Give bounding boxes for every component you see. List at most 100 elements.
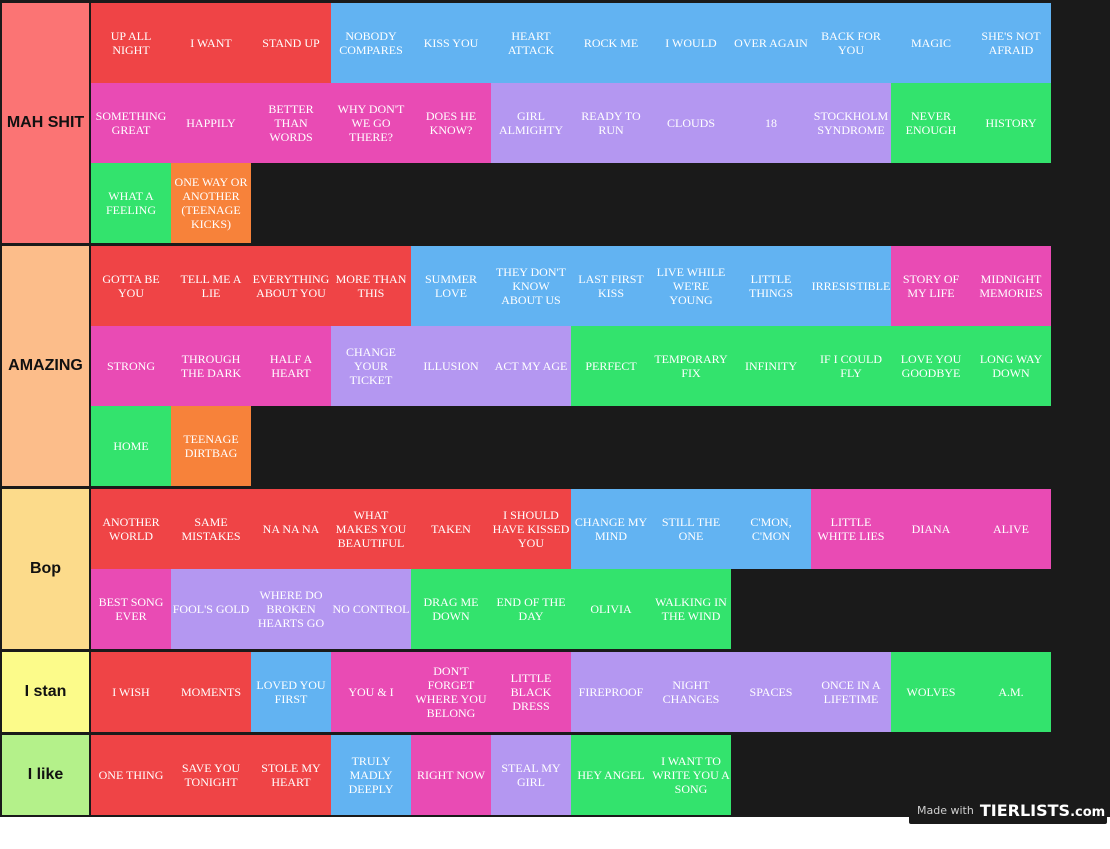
song-tile[interactable]: I WISH	[91, 652, 171, 732]
song-tile[interactable]: BETTER THAN WORDS	[251, 83, 331, 163]
song-tile[interactable]: PERFECT	[571, 326, 651, 406]
song-tile[interactable]: I WOULD	[651, 3, 731, 83]
song-tile[interactable]: KISS YOU	[411, 3, 491, 83]
song-tile[interactable]: LIVE WHILE WE'RE YOUNG	[651, 246, 731, 326]
tier-label[interactable]: Bop	[2, 489, 89, 649]
song-tile[interactable]: ALIVE	[971, 489, 1051, 569]
song-tile[interactable]: ONE THING	[91, 735, 171, 815]
song-tile[interactable]: CLOUDS	[651, 83, 731, 163]
watermark-made-with: Made with	[917, 803, 974, 817]
song-tile[interactable]: LAST FIRST KISS	[571, 246, 651, 326]
song-tile[interactable]: WHERE DO BROKEN HEARTS GO	[251, 569, 331, 649]
song-tile[interactable]: C'MON, C'MON	[731, 489, 811, 569]
song-tile[interactable]: GIRL ALMIGHTY	[491, 83, 571, 163]
song-tile[interactable]: OLIVIA	[571, 569, 651, 649]
song-tile[interactable]: ACT MY AGE	[491, 326, 571, 406]
song-tile[interactable]: ONCE IN A LIFETIME	[811, 652, 891, 732]
song-tile[interactable]: THEY DON'T KNOW ABOUT US	[491, 246, 571, 326]
tier-label[interactable]: AMAZING	[2, 246, 89, 486]
tier-label[interactable]: I like	[2, 735, 89, 815]
song-tile[interactable]: ILLUSION	[411, 326, 491, 406]
song-tile[interactable]: TEMPORARY FIX	[651, 326, 731, 406]
tier-label[interactable]: MAH SHIT	[2, 3, 89, 243]
song-tile[interactable]: LITTLE WHITE LIES	[811, 489, 891, 569]
song-tile[interactable]: SAME MISTAKES	[171, 489, 251, 569]
song-tile[interactable]: I WANT	[171, 3, 251, 83]
song-tile[interactable]: SPACES	[731, 652, 811, 732]
song-tile[interactable]: OVER AGAIN	[731, 3, 811, 83]
song-tile[interactable]: STILL THE ONE	[651, 489, 731, 569]
song-tile[interactable]: END OF THE DAY	[491, 569, 571, 649]
song-tile[interactable]: TRULY MADLY DEEPLY	[331, 735, 411, 815]
tier-label[interactable]: I stan	[2, 652, 89, 732]
song-tile[interactable]: RIGHT NOW	[411, 735, 491, 815]
song-tile[interactable]: NA NA NA	[251, 489, 331, 569]
song-tile[interactable]: TELL ME A LIE	[171, 246, 251, 326]
song-tile[interactable]: ROCK ME	[571, 3, 651, 83]
song-tile[interactable]: DRAG ME DOWN	[411, 569, 491, 649]
song-tile[interactable]: READY TO RUN	[571, 83, 651, 163]
song-tile[interactable]: SHE'S NOT AFRAID	[971, 3, 1051, 83]
song-tile[interactable]: ANOTHER WORLD	[91, 489, 171, 569]
song-tile[interactable]: WHAT A FEELING	[91, 163, 171, 243]
song-tile[interactable]: CHANGE MY MIND	[571, 489, 651, 569]
song-tile[interactable]: GOTTA BE YOU	[91, 246, 171, 326]
song-tile[interactable]: YOU & I	[331, 652, 411, 732]
song-tile[interactable]: LOVE YOU GOODBYE	[891, 326, 971, 406]
song-tile[interactable]: MORE THAN THIS	[331, 246, 411, 326]
song-tile[interactable]: STRONG	[91, 326, 171, 406]
song-tile[interactable]: SUMMER LOVE	[411, 246, 491, 326]
song-tile[interactable]: HOME	[91, 406, 171, 486]
song-tile[interactable]: WHY DON'T WE GO THERE?	[331, 83, 411, 163]
song-tile[interactable]: STORY OF MY LIFE	[891, 246, 971, 326]
song-tile[interactable]: I SHOULD HAVE KISSED YOU	[491, 489, 571, 569]
song-tile[interactable]: ONE WAY OR ANOTHER (TEENAGE KICKS)	[171, 163, 251, 243]
song-tile[interactable]: TAKEN	[411, 489, 491, 569]
song-tile[interactable]: DIANA	[891, 489, 971, 569]
song-tile[interactable]: 18	[731, 83, 811, 163]
song-tile[interactable]: STOLE MY HEART	[251, 735, 331, 815]
song-tile[interactable]: THROUGH THE DARK	[171, 326, 251, 406]
song-tile[interactable]: HISTORY	[971, 83, 1051, 163]
song-tile[interactable]: HEART ATTACK	[491, 3, 571, 83]
song-tile[interactable]: BACK FOR YOU	[811, 3, 891, 83]
song-tile[interactable]: IRRESISTIBLE	[811, 246, 891, 326]
song-tile[interactable]: CHANGE YOUR TICKET	[331, 326, 411, 406]
song-tile[interactable]: LITTLE THINGS	[731, 246, 811, 326]
song-tile[interactable]: HAPPILY	[171, 83, 251, 163]
song-tile[interactable]: EVERYTHING ABOUT YOU	[251, 246, 331, 326]
song-tile[interactable]: UP ALL NIGHT	[91, 3, 171, 83]
watermark-brand-name: TIERLISTS	[979, 800, 1071, 820]
song-tile[interactable]: LONG WAY DOWN	[971, 326, 1051, 406]
song-tile[interactable]: A.M.	[971, 652, 1051, 732]
song-tile[interactable]: STAND UP	[251, 3, 331, 83]
song-tile[interactable]: MIDNIGHT MEMORIES	[971, 246, 1051, 326]
watermark-brand: TIERLISTS.com	[980, 801, 1105, 820]
song-tile[interactable]: SAVE YOU TONIGHT	[171, 735, 251, 815]
song-tile[interactable]: NO CONTROL	[331, 569, 411, 649]
song-tile[interactable]: STOCKHOLM SYNDROME	[811, 83, 891, 163]
song-tile[interactable]: HALF A HEART	[251, 326, 331, 406]
song-tile[interactable]: HEY ANGEL	[571, 735, 651, 815]
song-tile[interactable]: WALKING IN THE WIND	[651, 569, 731, 649]
song-tile[interactable]: FIREPROOF	[571, 652, 651, 732]
song-tile[interactable]: MAGIC	[891, 3, 971, 83]
song-tile[interactable]: STEAL MY GIRL	[491, 735, 571, 815]
song-tile[interactable]: TEENAGE DIRTBAG	[171, 406, 251, 486]
song-tile[interactable]: BEST SONG EVER	[91, 569, 171, 649]
song-tile[interactable]: DOES HE KNOW?	[411, 83, 491, 163]
song-tile[interactable]: FOOL'S GOLD	[171, 569, 251, 649]
song-tile[interactable]: MOMENTS	[171, 652, 251, 732]
song-tile[interactable]: INFINITY	[731, 326, 811, 406]
song-tile[interactable]: IF I COULD FLY	[811, 326, 891, 406]
song-tile[interactable]: LITTLE BLACK DRESS	[491, 652, 571, 732]
song-tile[interactable]: NOBODY COMPARES	[331, 3, 411, 83]
song-tile[interactable]: DON'T FORGET WHERE YOU BELONG	[411, 652, 491, 732]
song-tile[interactable]: WOLVES	[891, 652, 971, 732]
song-tile[interactable]: LOVED YOU FIRST	[251, 652, 331, 732]
song-tile[interactable]: NIGHT CHANGES	[651, 652, 731, 732]
song-tile[interactable]: NEVER ENOUGH	[891, 83, 971, 163]
song-tile[interactable]: I WANT TO WRITE YOU A SONG	[651, 735, 731, 815]
song-tile[interactable]: SOMETHING GREAT	[91, 83, 171, 163]
song-tile[interactable]: WHAT MAKES YOU BEAUTIFUL	[331, 489, 411, 569]
